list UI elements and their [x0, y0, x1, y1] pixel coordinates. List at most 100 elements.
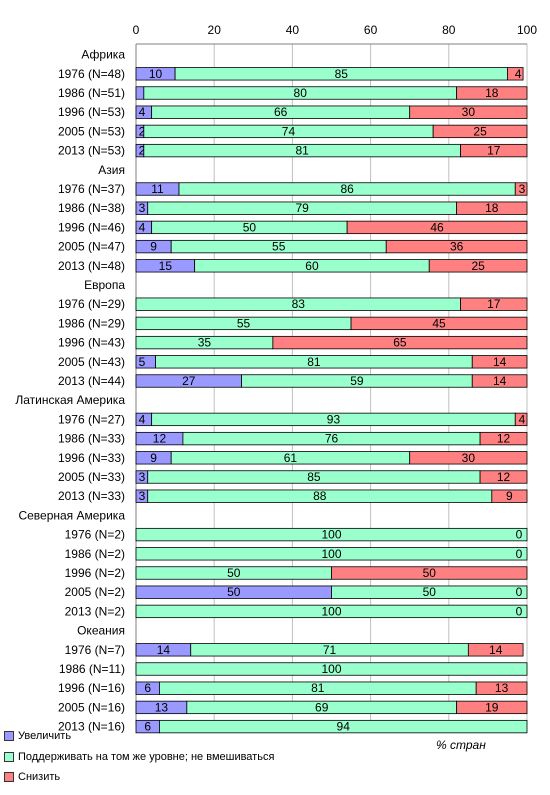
- data-label-3-0-s1: 93: [327, 412, 341, 426]
- x-axis-label: % стран: [436, 738, 486, 752]
- row-label-4-0: 1976 (N=2): [65, 528, 125, 542]
- data-label-1-3-s2: 36: [450, 240, 464, 254]
- bar-2-0-s2: [460, 297, 528, 311]
- x-tick-label-60: 60: [364, 23, 378, 37]
- bar-4-0-s1: [135, 527, 528, 542]
- data-label-3-4-s2: 9: [506, 489, 513, 503]
- data-label-0-3-s2: 25: [473, 124, 487, 138]
- bar-3-2-s2: [409, 451, 528, 465]
- data-label-5-3-s2: 19: [485, 700, 499, 714]
- row-label-1-4: 2013 (N=48): [58, 259, 125, 273]
- data-label-5-3-s0: 13: [155, 700, 169, 714]
- data-label-1-0-s1: 86: [340, 182, 354, 196]
- legend-label-decrease: Снизить: [18, 771, 61, 783]
- data-label-0-0-s0: 10: [149, 67, 163, 81]
- bar-3-0-s2: [514, 412, 528, 427]
- legend-item-increase: Увеличить: [4, 730, 71, 742]
- data-label-5-2-s0: 6: [144, 681, 151, 695]
- data-label-3-1-s0: 12: [153, 432, 167, 446]
- bar-3-4-s2: [491, 489, 528, 503]
- data-label-5-1-s1: 100: [321, 662, 341, 676]
- data-label-2-4-s1: 59: [350, 374, 364, 388]
- data-label-4-0-s2: 0: [516, 528, 523, 542]
- data-label-1-0-s0: 11: [151, 182, 164, 196]
- data-label-4-2-s1: 50: [227, 566, 241, 580]
- legend-label-increase: Увеличить: [18, 730, 72, 742]
- row-label-2-3: 2005 (N=43): [58, 355, 125, 369]
- bar-1-1-s2: [456, 201, 528, 215]
- group-label-3: Латинская Америка: [15, 393, 125, 407]
- data-label-5-4-s0: 6: [144, 720, 151, 734]
- x-tick-label-0: 0: [133, 23, 140, 37]
- x-tick-label-80: 80: [442, 23, 456, 37]
- data-label-1-1-s2: 18: [485, 201, 499, 215]
- legend-swatch-maintain: [4, 752, 14, 762]
- data-label-4-4-s2: 0: [516, 604, 523, 618]
- bar-1-3-s2: [385, 239, 528, 254]
- bar-5-1-s1: [135, 662, 528, 676]
- bar-0-3-s2: [432, 124, 528, 139]
- group-label-1: Азия: [98, 163, 125, 177]
- data-label-4-1-s2: 0: [516, 547, 523, 561]
- row-label-1-1: 1986 (N=38): [58, 201, 125, 215]
- data-label-3-0-s2: 4: [519, 412, 526, 426]
- data-label-4-3-s2: 0: [516, 585, 523, 599]
- row-label-5-3: 2005 (N=16): [58, 700, 125, 714]
- row-label-0-1: 1986 (N=51): [58, 86, 125, 100]
- legend-swatch-decrease: [4, 772, 14, 782]
- bar-5-4-s1: [159, 719, 528, 734]
- data-label-1-4-s0: 15: [159, 259, 173, 273]
- data-label-0-2-s0: 4: [139, 105, 146, 119]
- x-tick-label-20: 20: [208, 23, 222, 37]
- data-label-5-4-s1: 94: [337, 720, 351, 734]
- data-label-1-1-s0: 3: [139, 201, 146, 215]
- data-label-5-0-s2: 14: [489, 643, 503, 657]
- bar-4-1-s1: [135, 547, 528, 561]
- data-label-3-0-s0: 4: [139, 412, 146, 426]
- bar-2-3-s2: [471, 355, 528, 369]
- data-label-3-1-s1: 76: [325, 432, 339, 446]
- data-label-3-3-s0: 3: [139, 470, 146, 484]
- row-label-1-0: 1976 (N=37): [58, 182, 125, 196]
- data-label-3-1-s2: 12: [497, 432, 511, 446]
- bar-2-1-s2: [350, 316, 528, 331]
- row-label-0-4: 2013 (N=53): [58, 144, 125, 158]
- row-label-3-3: 2005 (N=33): [58, 470, 125, 484]
- bar-3-3-s2: [479, 470, 528, 484]
- data-label-1-4-s1: 60: [305, 259, 319, 273]
- bar-3-1-s2: [479, 431, 528, 446]
- row-label-1-3: 2005 (N=47): [58, 240, 125, 254]
- data-label-4-3-s1: 50: [423, 585, 437, 599]
- row-label-4-3: 2005 (N=2): [65, 585, 125, 599]
- legend-item-maintain: Поддерживать на том же уровне; не вмешив…: [4, 751, 274, 763]
- data-label-1-2-s2: 46: [430, 220, 444, 234]
- data-label-2-2-s2: 65: [393, 336, 407, 350]
- data-label-2-0-s1: 83: [292, 297, 306, 311]
- bar-4-3-s1: [331, 585, 528, 599]
- bar-5-2-s2: [475, 681, 528, 695]
- data-label-1-2-s1: 50: [243, 220, 257, 234]
- bar-4-2-s2: [331, 566, 528, 580]
- data-label-2-3-s2: 14: [493, 355, 507, 369]
- data-label-3-2-s1: 61: [284, 451, 298, 465]
- row-label-0-0: 1976 (N=48): [58, 67, 125, 81]
- data-label-2-3-s1: 81: [307, 355, 321, 369]
- bar-0-4-s2: [460, 143, 528, 158]
- group-label-0: Африка: [81, 48, 125, 62]
- bar-0-1-s0: [135, 86, 145, 100]
- row-label-2-0: 1976 (N=29): [58, 297, 125, 311]
- data-label-3-2-s0: 9: [150, 451, 157, 465]
- data-label-0-4-s0: 2: [139, 144, 146, 158]
- data-label-1-4-s2: 25: [471, 259, 485, 273]
- data-label-4-0-s1: 100: [321, 528, 341, 542]
- data-label-1-0-s2: 3: [519, 182, 526, 196]
- data-label-3-2-s2: 30: [462, 451, 476, 465]
- row-label-2-4: 2013 (N=44): [58, 374, 125, 388]
- data-label-4-3-s0: 50: [227, 585, 241, 599]
- data-label-2-0-s2: 17: [487, 297, 501, 311]
- row-label-1-2: 1996 (N=46): [58, 220, 125, 234]
- row-label-5-0: 1976 (N=7): [65, 643, 125, 657]
- data-label-0-1-s2: 18: [485, 86, 499, 100]
- data-label-3-4-s1: 88: [313, 489, 327, 503]
- row-label-3-2: 1996 (N=33): [58, 451, 125, 465]
